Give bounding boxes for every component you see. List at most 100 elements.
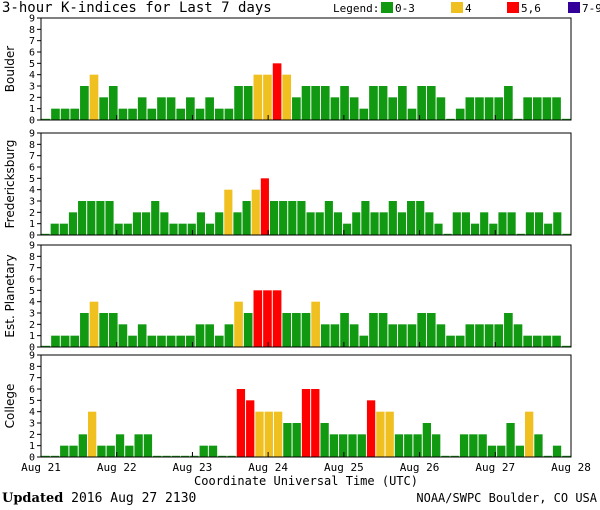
k-bar	[478, 434, 487, 457]
k-bar	[397, 212, 407, 235]
y-tick-label: 7	[29, 263, 35, 274]
k-bar	[180, 455, 190, 457]
k-bar	[105, 201, 114, 235]
k-bar	[157, 97, 166, 120]
k-bar	[50, 223, 59, 235]
y-tick-label: 1	[29, 331, 35, 342]
k-bar	[532, 97, 542, 120]
k-bar	[143, 434, 153, 457]
y-tick-label: 2	[29, 430, 35, 441]
k-bar	[246, 400, 255, 457]
k-bar	[398, 324, 407, 347]
k-bar	[59, 223, 68, 235]
k-bar	[498, 212, 507, 235]
y-tick-label: 1	[29, 104, 35, 115]
legend-item-k4: 4	[451, 2, 472, 15]
k-bar	[99, 97, 108, 120]
k-bar	[553, 212, 562, 235]
y-tick-label: 9	[29, 14, 35, 25]
x-tick-label: Aug 26	[400, 461, 440, 474]
k-bar	[497, 445, 506, 457]
k-bar	[349, 324, 359, 347]
k-bar	[118, 108, 128, 120]
k-bar	[123, 223, 132, 235]
k-bar	[108, 86, 118, 120]
k-bar	[301, 313, 311, 347]
k-bar	[504, 86, 513, 120]
k-bar	[311, 301, 320, 347]
y-tick-label: 0	[29, 453, 35, 464]
updated-value: 2016 Aug 27 2130	[71, 491, 197, 506]
k-bar	[41, 455, 50, 457]
y-tick-label: 8	[29, 140, 35, 151]
legend-label: Legend:	[333, 2, 380, 15]
k-bar	[469, 434, 478, 457]
k-bar	[187, 223, 196, 235]
k-bar	[525, 411, 534, 457]
k-bar	[378, 313, 388, 347]
k-bar	[128, 108, 137, 120]
k-bar	[407, 201, 416, 235]
k-bar	[50, 455, 60, 457]
k-bar	[263, 290, 272, 347]
k-bar	[282, 313, 292, 347]
legend-item-label: 4	[465, 2, 472, 15]
k-bar	[348, 434, 357, 457]
k-bar	[379, 212, 388, 235]
k-bar	[484, 97, 494, 120]
k-bar	[51, 335, 60, 347]
panel-label: Boulder	[3, 46, 17, 93]
k-bar	[465, 97, 475, 120]
legend-item-k56: 5,6	[507, 2, 541, 15]
k-bar	[205, 223, 215, 235]
k-bar	[272, 290, 282, 347]
k-bar	[432, 434, 441, 457]
y-tick-label: 3	[29, 309, 35, 320]
k-bar	[523, 335, 532, 347]
y-tick-label: 8	[29, 25, 35, 36]
panel-label: Est. Planetary	[3, 254, 17, 337]
k-bar	[330, 324, 340, 347]
k-bar	[236, 389, 246, 457]
k-bar	[357, 434, 366, 457]
page-title: 3-hour K-indices for Last 7 days	[2, 0, 272, 16]
k-bar	[242, 201, 251, 235]
k-bar	[422, 423, 432, 457]
x-tick-label: Aug 28	[551, 461, 591, 474]
k-bar	[41, 345, 51, 347]
k-bar	[227, 455, 236, 457]
k-bar	[190, 455, 199, 457]
legend-swatch-k4	[451, 2, 463, 13]
k-bar	[89, 74, 99, 120]
k-bar	[41, 118, 51, 120]
panel-frame	[40, 17, 572, 121]
x-tick-label: Aug 21	[21, 461, 61, 474]
k-bar	[417, 86, 426, 120]
k-bar	[523, 97, 532, 120]
k-bar	[169, 223, 178, 235]
y-tick-label: 5	[29, 59, 35, 70]
k-bar	[370, 212, 379, 235]
k-bar	[494, 97, 504, 120]
k-bar	[324, 201, 333, 235]
y-tick-label: 3	[29, 197, 35, 208]
k-bar	[166, 97, 176, 120]
y-tick-label: 2	[29, 208, 35, 219]
k-bar	[320, 86, 330, 120]
k-bar	[552, 97, 561, 120]
k-bar	[407, 108, 417, 120]
y-tick-label: 8	[29, 362, 35, 373]
k-bar	[41, 233, 50, 235]
k-bar	[157, 335, 166, 347]
k-bar	[60, 335, 70, 347]
k-bar	[176, 335, 186, 347]
k-bar	[264, 411, 273, 457]
k-bar	[60, 108, 70, 120]
k-bar	[413, 434, 422, 457]
y-tick-label: 5	[29, 286, 35, 297]
k-bar	[234, 86, 243, 120]
k-bar	[470, 223, 480, 235]
panel-frame	[40, 244, 572, 348]
